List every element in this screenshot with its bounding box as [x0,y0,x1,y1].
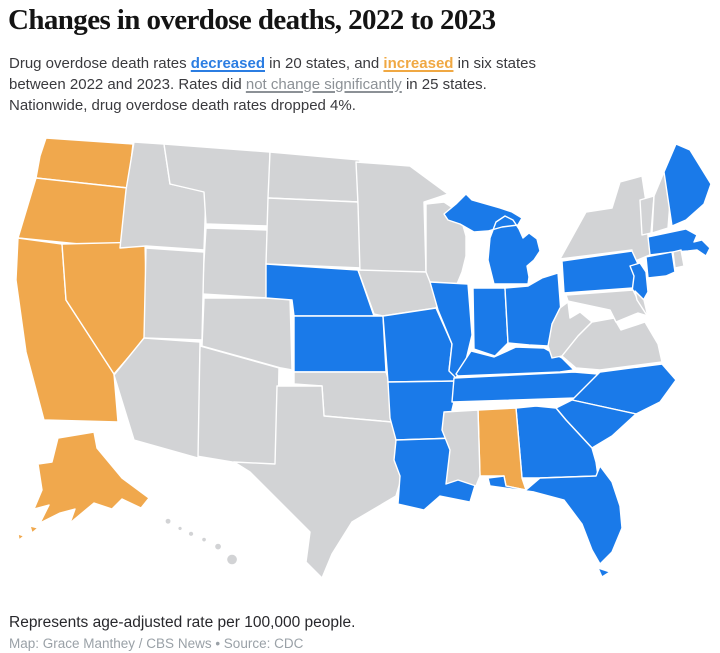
state-fl[interactable] [487,465,623,578]
state-ri[interactable] [672,249,685,269]
subtitle-text: Nationwide, drug overdose death rates dr… [9,97,356,114]
decreased-link[interactable]: decreased [190,55,265,72]
state-ks[interactable] [293,315,387,373]
state-nc[interactable] [571,363,677,415]
subtitle-text: in 25 states. [401,76,487,93]
nochange-link[interactable]: not change significantly [245,76,402,93]
subtitle-text: in six states [453,55,536,72]
state-mi[interactable] [443,193,541,285]
state-vt[interactable] [639,195,655,236]
state-ms[interactable] [441,409,481,487]
state-ak[interactable] [17,431,150,541]
subtitle-text: in 20 states, and [265,55,384,72]
state-or[interactable] [17,177,129,249]
state-va[interactable] [561,317,663,371]
state-az[interactable] [113,337,201,459]
us-choropleth-map [0,130,720,600]
state-me[interactable] [663,143,712,227]
increased-link[interactable]: increased [383,55,454,72]
state-ct[interactable] [645,251,676,279]
subtitle: Drug overdose death rates decreased in 2… [9,53,704,116]
state-md[interactable] [565,289,649,323]
page-title: Changes in overdose deaths, 2022 to 2023 [8,4,496,36]
state-wy[interactable] [201,227,269,299]
subtitle-text: between 2022 and 2023. Rates did [9,76,246,93]
map-credit: Map: Grace Manthey / CBS News • Source: … [9,636,304,651]
state-mn[interactable] [355,161,449,273]
state-hi[interactable] [164,517,239,566]
state-in[interactable] [472,287,509,357]
state-de[interactable] [634,290,649,318]
state-nd[interactable] [267,151,361,203]
state-ny[interactable] [559,175,653,265]
us-map-states [15,137,712,579]
map-note: Represents age-adjusted rate per 100,000… [9,614,356,631]
subtitle-text: Drug overdose death rates [9,55,191,72]
state-wv[interactable] [547,301,593,359]
state-sd[interactable] [265,197,363,269]
state-nm[interactable] [195,345,280,467]
state-ut[interactable] [143,247,205,341]
state-tx[interactable] [233,385,403,579]
